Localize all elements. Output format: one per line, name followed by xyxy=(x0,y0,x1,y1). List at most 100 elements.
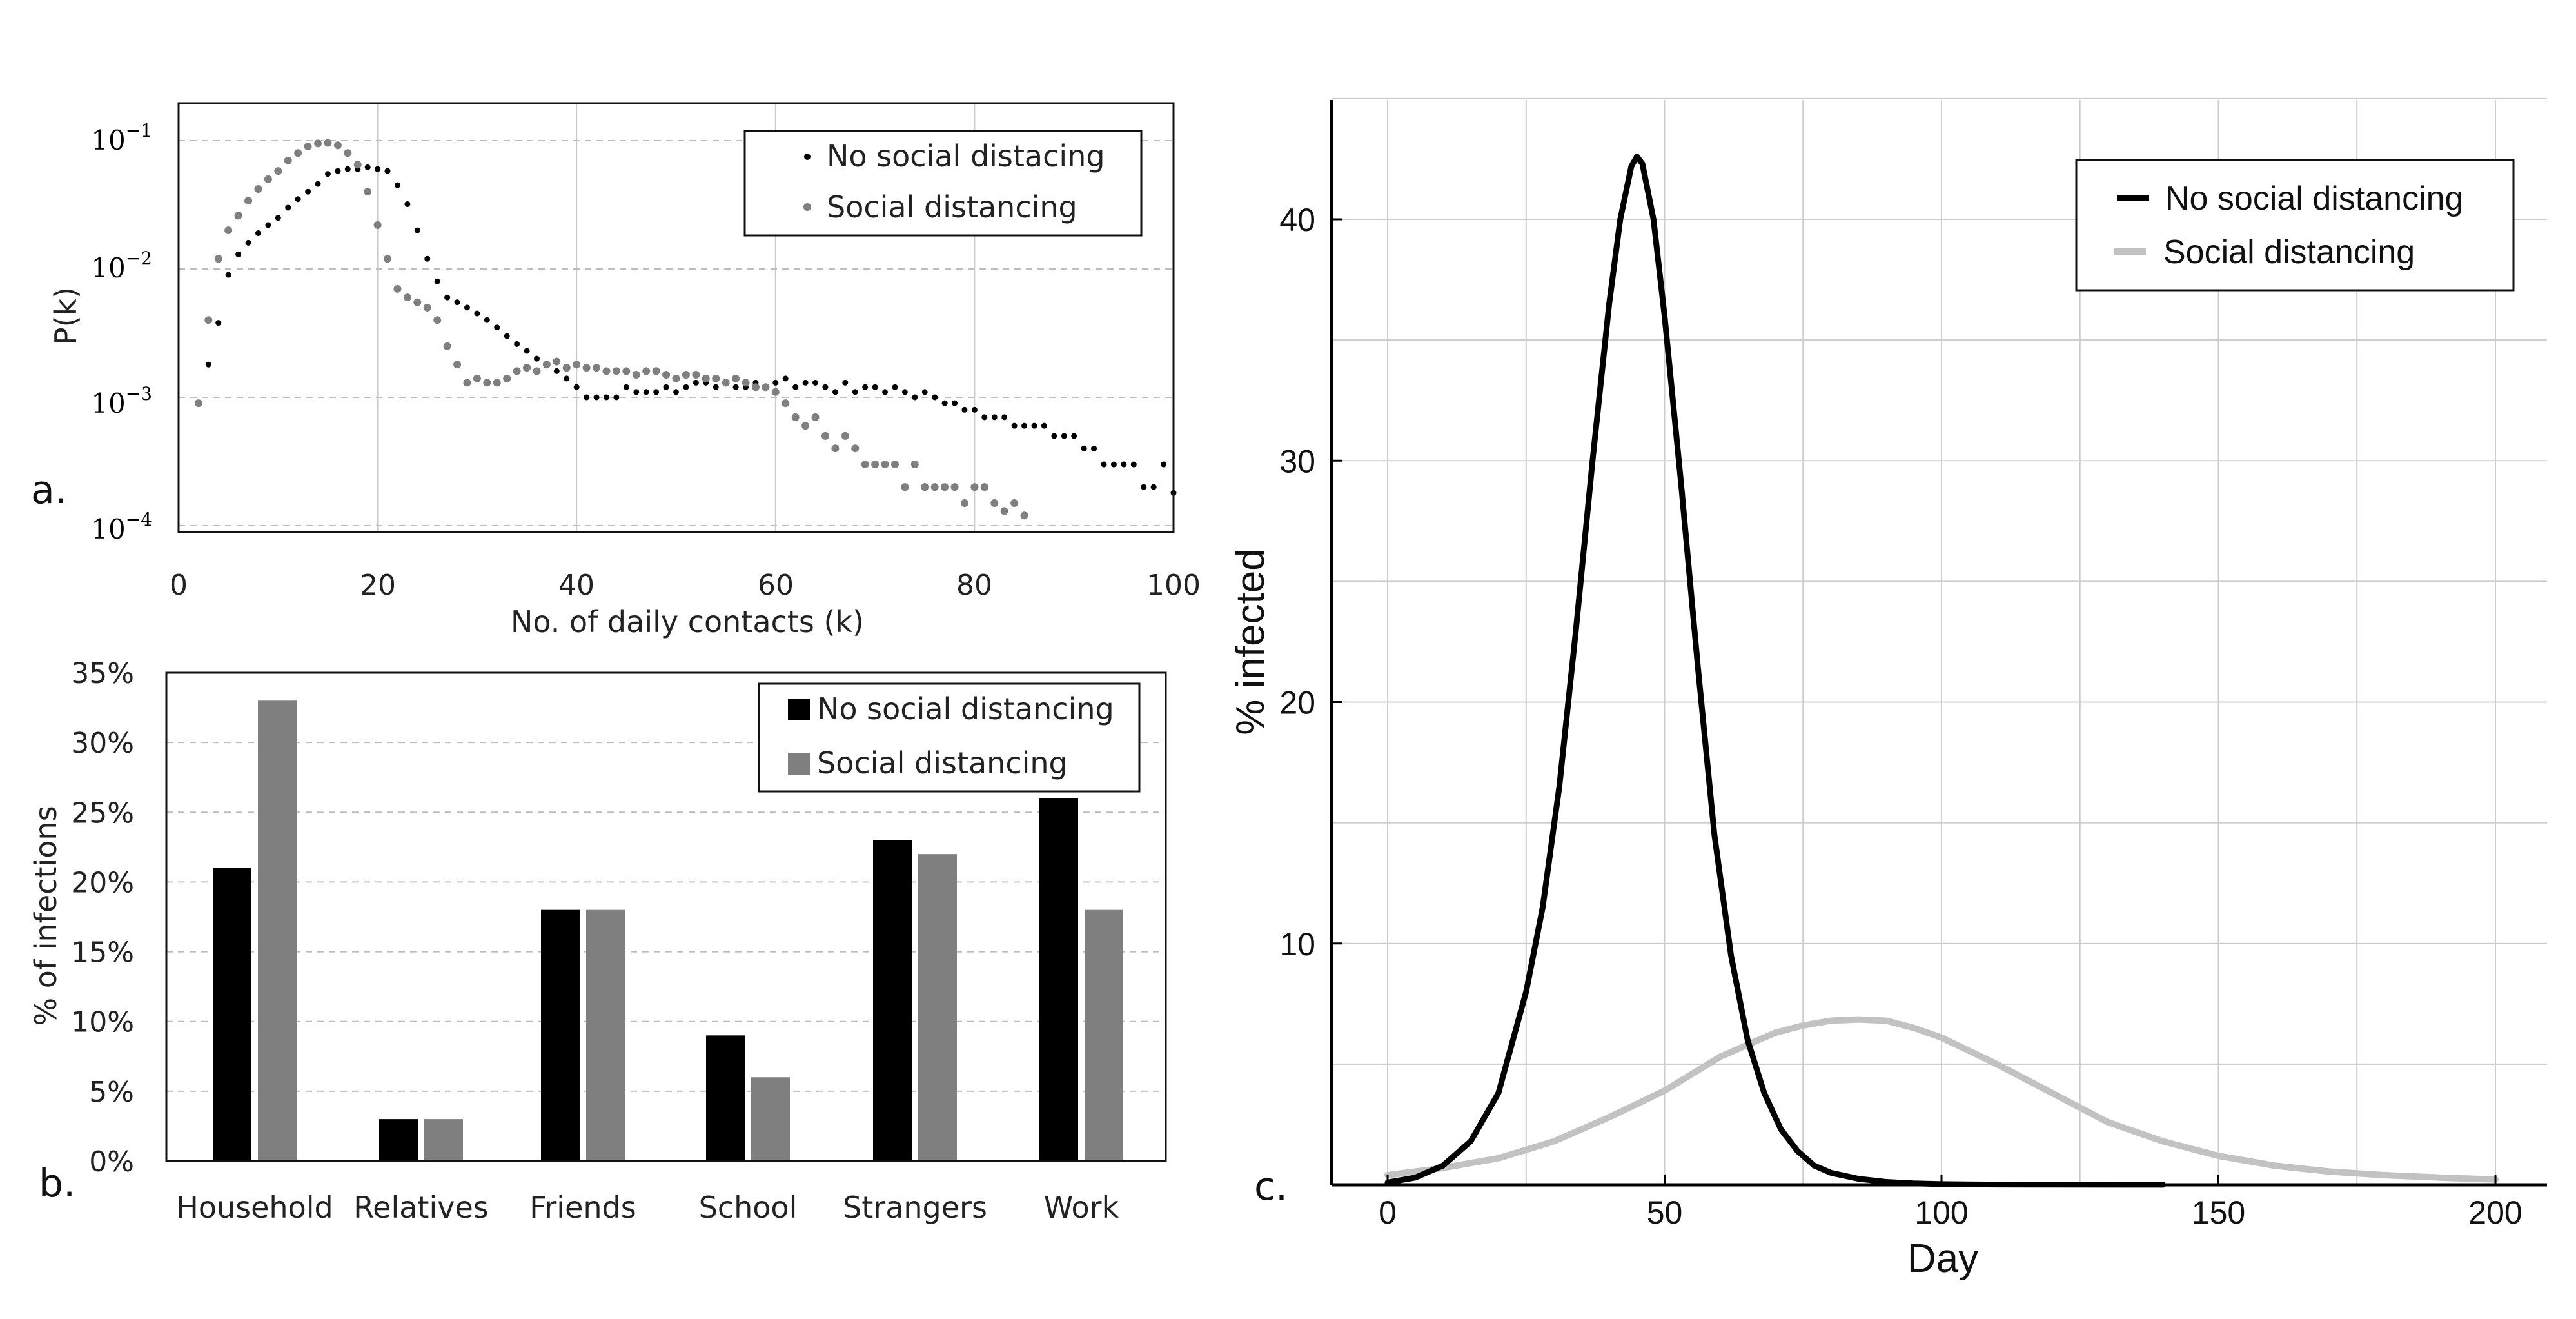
chart-a-point-sd xyxy=(553,357,561,366)
chart-a-ylabel: P(k) xyxy=(48,287,83,345)
chart-a-point-sd xyxy=(831,444,840,453)
chart-a-point-sd xyxy=(244,197,253,205)
chart-a-point-sd xyxy=(433,316,442,324)
chart-a-point-sd xyxy=(503,374,511,382)
chart-a-point-no-sd xyxy=(205,361,211,368)
chart-b-legend-label-sd: Social distancing xyxy=(817,746,1068,780)
chart-b-y-ticks: 0% 5% 10% 15% 20% 25% 30% 35% xyxy=(71,657,134,1178)
chart-a-point-sd xyxy=(333,141,342,150)
chart-a-xlabel: No. of daily contacts (k) xyxy=(511,604,864,639)
chart-a-legend-label-sd: Social distancing xyxy=(827,190,1077,224)
chart-a-point-no-sd xyxy=(245,239,251,246)
chart-b-xtick: Relatives xyxy=(353,1190,488,1225)
chart-a-point-sd xyxy=(463,379,471,387)
chart-a-point-no-sd xyxy=(504,333,510,339)
chart-c-y-ticks: 10 20 30 40 xyxy=(1279,202,1342,962)
chart-a-point-no-sd xyxy=(474,310,480,317)
chart-a-point-no-sd xyxy=(991,414,998,421)
chart-a-point-sd xyxy=(443,342,451,350)
chart-a-point-no-sd xyxy=(593,394,600,401)
chart-a-point-no-sd xyxy=(1150,484,1157,490)
chart-a-point-sd xyxy=(364,188,372,196)
chart-a-point-no-sd xyxy=(235,251,242,257)
chart-a-point-sd xyxy=(1020,511,1028,520)
chart-a-point-no-sd xyxy=(215,320,222,326)
chart-c-legend-box xyxy=(2075,159,2515,292)
chart-b-ytick: 10% xyxy=(71,1006,134,1039)
chart-a-point-sd xyxy=(413,298,422,306)
chart-c-legend-label-no-sd: No social distancing xyxy=(2165,180,2463,217)
chart-a-point-no-sd xyxy=(1110,461,1117,468)
chart-a-xtick: 40 xyxy=(558,569,595,602)
chart-a-point-no-sd xyxy=(265,222,271,228)
chart-a-point-sd xyxy=(692,370,700,379)
chart-a-point-no-sd xyxy=(732,384,739,390)
chart-b-xtick: Strangers xyxy=(843,1190,987,1225)
chart-a-point-sd xyxy=(602,367,611,375)
chart-c-ytick: 10 xyxy=(1279,926,1315,962)
chart-c-line-sd xyxy=(1384,1016,2499,1183)
chart-a-point-sd xyxy=(373,221,382,229)
chart-a-point-no-sd xyxy=(663,384,669,390)
chart-a-point-no-sd xyxy=(1051,433,1057,439)
chart-a-point-sd xyxy=(593,364,601,372)
chart-a-point-sd xyxy=(960,499,968,507)
chart-a-point-no-sd xyxy=(981,414,988,421)
chart-c-lines xyxy=(1384,154,2499,1188)
chart-b-ytick: 0% xyxy=(89,1145,134,1178)
chart-a-point-sd xyxy=(1000,507,1008,515)
chart-a-point-sd xyxy=(314,139,322,148)
chart-c-legend-label-sd: Social distancing xyxy=(2163,233,2415,271)
chart-a-point-no-sd xyxy=(852,389,858,395)
chart-c-legend: No social distancing Social distancing xyxy=(2075,159,2515,292)
chart-b-xtick: School xyxy=(699,1190,798,1225)
chart-a-point-sd xyxy=(473,374,481,382)
chart-a-point-no-sd xyxy=(901,389,908,395)
chart-a-point-no-sd xyxy=(1121,461,1127,468)
chart-a-point-no-sd xyxy=(1001,414,1008,421)
chart-b-xtick: Work xyxy=(1044,1190,1119,1225)
chart-a-y-ticks: 10−1 10−2 10−3 10−4 xyxy=(91,120,152,545)
chart-a-point-no-sd xyxy=(315,181,321,187)
chart-a-point-sd xyxy=(881,461,889,469)
chart-b-xtick: Household xyxy=(176,1190,333,1225)
chart-a-point-sd xyxy=(871,461,880,469)
chart-a-point-no-sd xyxy=(892,384,898,390)
chart-b-bar-no-sd xyxy=(379,1119,418,1161)
chart-a-x-ticks: 0 20 40 60 80 100 xyxy=(170,569,1201,602)
chart-b-ytick: 25% xyxy=(71,797,134,829)
chart-a-xtick: 100 xyxy=(1146,569,1201,602)
chart-a-legend-box xyxy=(743,130,1143,237)
chart-c-ytick: 40 xyxy=(1279,202,1315,238)
chart-a-point-no-sd xyxy=(553,368,560,374)
chart-a-point-sd xyxy=(264,175,272,183)
chart-b-bar-sd xyxy=(751,1077,790,1161)
chart-a-point-no-sd xyxy=(1011,422,1018,429)
chart-a-point-sd xyxy=(573,361,581,369)
chart-a-point-no-sd xyxy=(344,166,351,172)
chart-a-point-sd xyxy=(901,483,909,491)
chart-c: 10 20 30 40 0 50 100 150 200 Day % infected No … xyxy=(1228,97,2547,1281)
chart-c-xtick: 150 xyxy=(2192,1195,2245,1231)
chart-a-point-no-sd xyxy=(623,384,629,390)
chart-a-xtick: 80 xyxy=(956,569,992,602)
chart-b-bar-sd xyxy=(918,854,957,1161)
chart-a-point-sd xyxy=(344,149,352,157)
chart-a-point-sd xyxy=(612,367,620,375)
chart-a-xtick: 20 xyxy=(360,569,396,602)
chart-a-point-no-sd xyxy=(961,406,968,413)
chart-a-point-no-sd xyxy=(324,171,331,177)
chart-a-point-no-sd xyxy=(782,375,789,382)
chart-a-point-sd xyxy=(542,361,551,369)
chart-a-point-sd xyxy=(762,383,770,392)
chart-a-point-sd xyxy=(652,367,660,375)
chart-a-point-sd xyxy=(1010,499,1019,507)
chart-a-point-sd xyxy=(702,374,710,382)
chart-c-xtick: 0 xyxy=(1379,1195,1397,1231)
chart-a-point-sd xyxy=(851,444,860,453)
chart-b-xtick: Friends xyxy=(529,1190,636,1225)
chart-a-point-no-sd xyxy=(862,384,869,390)
chart-a-legend-label-no-sd: No social distacing xyxy=(827,139,1105,174)
chart-a-point-no-sd xyxy=(921,389,928,395)
